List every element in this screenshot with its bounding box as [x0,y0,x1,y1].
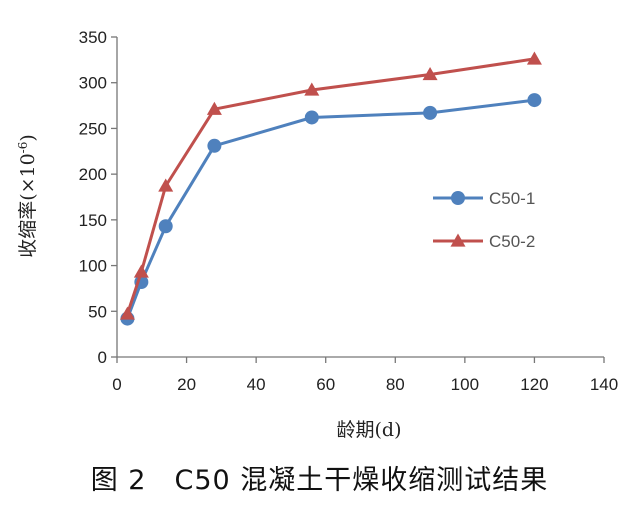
figure-caption: 图 2 C50 混凝土干燥收缩测试结果 [90,465,549,496]
y-axis-title-exponent: -6 [16,142,30,154]
x-tick-label: 40 [247,375,266,394]
y-axis-title: 收缩率(×10-6) [16,134,39,258]
data-point-c50-1 [207,138,222,153]
data-point-c50-2 [133,264,149,278]
y-tick-label: 250 [79,119,107,138]
data-point-c50-2 [119,306,135,320]
x-axis-title: 龄期(d) [337,419,402,441]
y-tick-label: 50 [88,302,107,321]
legend-label-c50-1: C50-1 [489,189,535,208]
data-point-c50-2 [304,82,320,96]
data-point-c50-1 [304,110,319,125]
plot-area: 0 50 100 150 200 250 300 350 0 20 40 60 80 100 120 140 C… [79,28,619,394]
x-tick-label: 100 [451,375,479,394]
data-point-c50-2 [526,51,542,65]
y-tick-label: 150 [79,211,107,230]
x-tick-label: 0 [112,375,121,394]
y-tick-label: 0 [98,348,107,367]
legend-marker-c50-1 [451,191,465,205]
series-line-c50-1 [125,98,535,320]
x-tick-label: 140 [590,375,618,394]
y-tick-label: 100 [79,257,107,276]
data-point-c50-1 [158,219,173,234]
line-chart: 0 50 100 150 200 250 300 350 0 20 40 60 80 100 120 140 C… [16,28,619,441]
x-tick-label: 20 [177,375,196,394]
x-tick-label: 80 [386,375,405,394]
y-tick-label: 200 [79,165,107,184]
data-point-c50-2 [206,101,222,115]
y-tick-label: 300 [79,74,107,93]
y-tick-label: 350 [79,28,107,47]
data-point-c50-1 [423,105,438,120]
legend-label-c50-2: C50-2 [489,232,535,251]
x-tick-label: 120 [520,375,548,394]
data-point-c50-1 [527,93,542,108]
data-point-c50-2 [422,66,438,81]
data-point-c50-2 [158,178,174,192]
y-axis-title-text: 收缩率(×10 [17,153,39,258]
legend-marker-c50-2 [450,233,466,247]
y-axis-title-close: ) [17,134,39,141]
x-tick-label: 60 [316,375,335,394]
